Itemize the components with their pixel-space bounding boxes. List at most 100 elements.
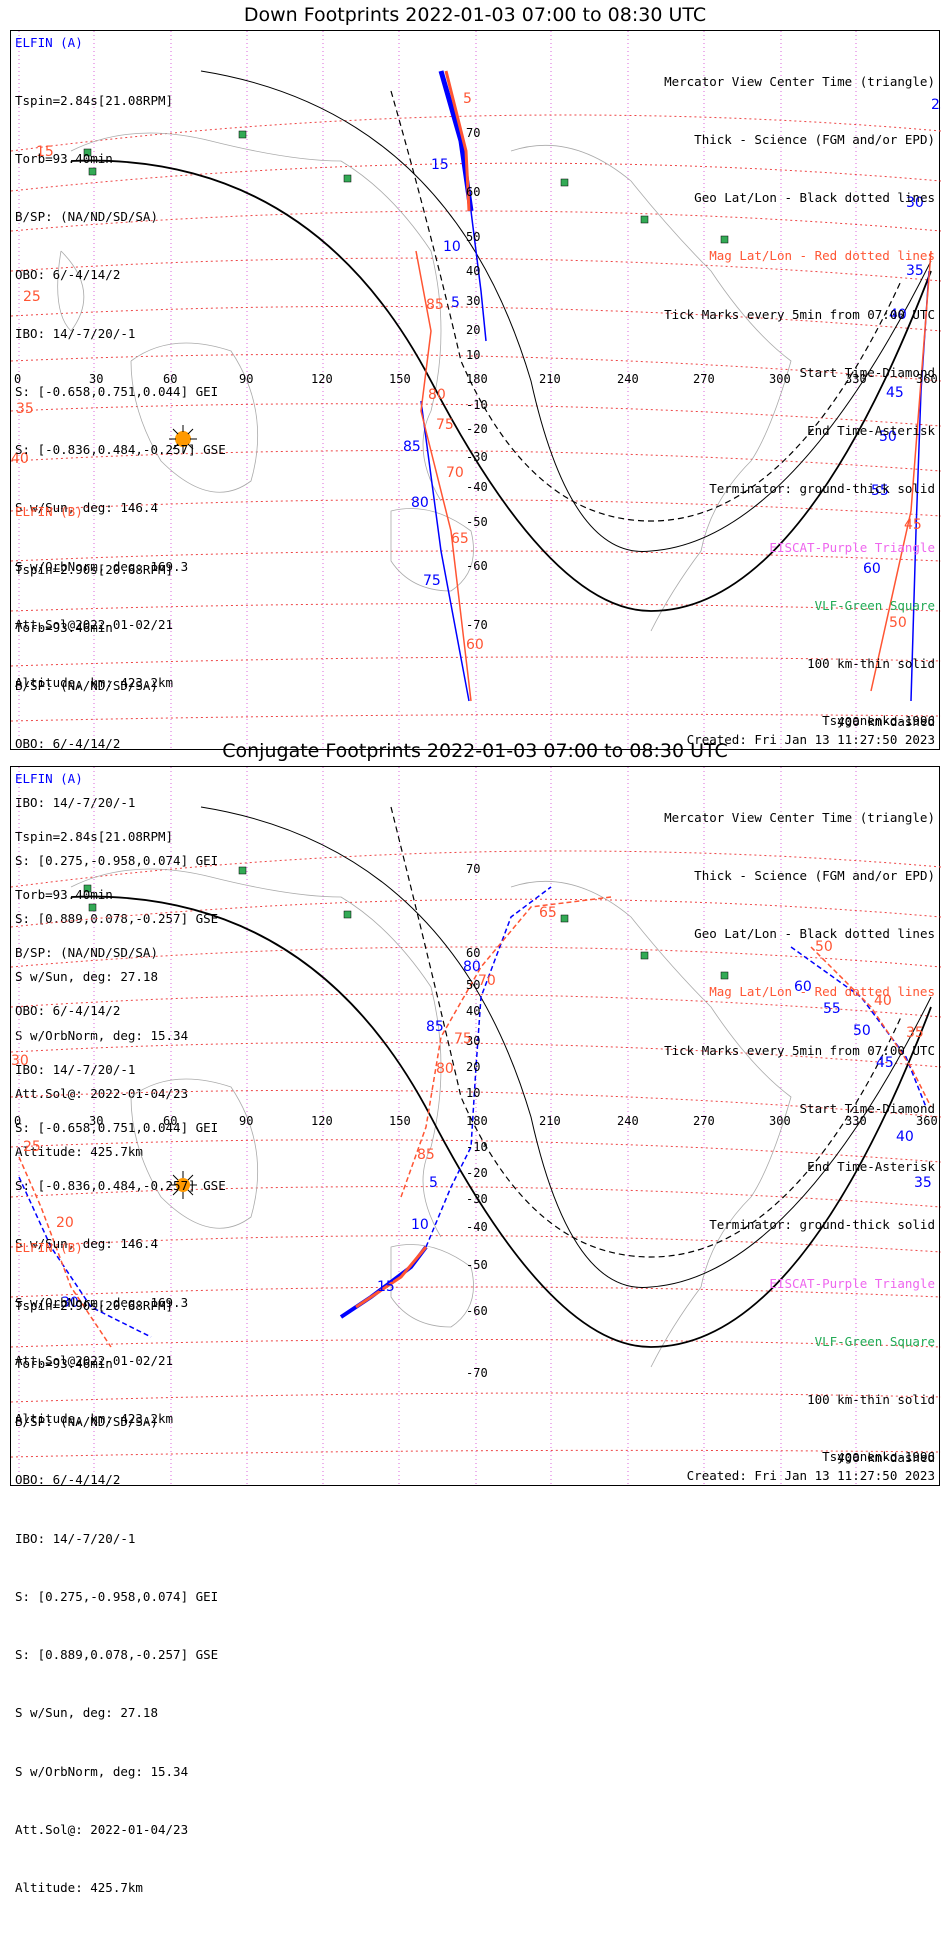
sat-a-name: ELFIN (A)	[15, 35, 83, 50]
svg-text:-50: -50	[466, 515, 488, 529]
svg-text:15: 15	[377, 1279, 395, 1295]
svg-text:20: 20	[466, 323, 480, 337]
info-line: Att.Sol@2022-01-02/21	[15, 616, 174, 632]
svg-text:60: 60	[163, 372, 177, 386]
svg-text:80: 80	[411, 495, 429, 511]
info-line: Torb=93.40min	[15, 151, 113, 167]
sat-a-time-labels: 80 85 5 10 15 30 60 55 50 45 40 35	[61, 959, 932, 1311]
sat-a-name: ELFIN (A)	[15, 771, 83, 786]
svg-text:55: 55	[871, 483, 889, 499]
panel-conjugate-frame: 0 30 60 90 120 150 180 210 240 270 300 330 360 70…	[10, 766, 941, 1895]
svg-text:60: 60	[466, 946, 480, 960]
info-line: IBO: 14/-7/20/-1	[15, 1530, 136, 1546]
svg-text:10: 10	[443, 239, 461, 255]
info-line: S: [0.275,-0.958,0.074] GEI	[15, 1588, 219, 1604]
svg-text:45: 45	[886, 385, 904, 401]
svg-text:360: 360	[916, 1114, 938, 1128]
info-line: S w/OrbNorm, deg: 15.34	[15, 1763, 189, 1779]
info-line: Tspin=2.90s[20.68RPM]	[15, 561, 174, 577]
coastlines	[70, 868, 792, 1368]
svg-text:60: 60	[466, 637, 484, 653]
svg-text:0: 0	[14, 1114, 21, 1128]
down-footprints-map: 0 30 60 90 120 150 180 210 240 270 300 330 360 70…	[11, 31, 941, 751]
sat-a-time-labels: 15 10 5 85 80 75 25 30 35 40 45 50 55 60	[403, 97, 941, 589]
panel-conjugate-title: Conjugate Footprints 2022-01-03 07:00 to…	[222, 740, 728, 762]
info-line: S w/OrbNorm, deg: 15.34	[15, 1027, 189, 1043]
legend-item: Mag Lat/Lon - Red dotted lines	[709, 984, 935, 1000]
info-line: OBO: 6/-4/14/2	[15, 736, 121, 752]
svg-text:180: 180	[466, 372, 488, 386]
svg-text:50: 50	[853, 1023, 871, 1039]
legend-item: Mag Lat/Lon - Red dotted lines	[709, 248, 935, 264]
svg-text:5: 5	[429, 1175, 438, 1191]
svg-text:90: 90	[239, 1114, 253, 1128]
info-line: IBO: 14/-7/20/-1	[15, 1061, 136, 1077]
legend-item: End Time-Asterisk	[807, 1159, 935, 1175]
svg-text:180: 180	[466, 1114, 488, 1128]
legend-item: EISCAT-Purple Triangle	[769, 539, 935, 555]
svg-text:-30: -30	[466, 450, 488, 464]
svg-text:-60: -60	[466, 559, 488, 573]
lon-tick-labels: 0 30 60 90 120 150 180 210 240 270 300 330 360	[14, 372, 938, 386]
svg-text:60: 60	[466, 185, 480, 199]
svg-text:15: 15	[36, 144, 54, 160]
legend: Mercator View Center Time (triangle) Thi…	[664, 33, 935, 770]
svg-text:30: 30	[61, 1295, 79, 1311]
svg-text:240: 240	[617, 372, 639, 386]
svg-text:20: 20	[466, 1060, 480, 1074]
info-line: Altitude: 425.7km	[15, 1144, 143, 1159]
svg-text:210: 210	[539, 372, 561, 386]
legend-item: VLF-Green Square	[814, 597, 935, 613]
svg-text:25: 25	[23, 1139, 41, 1155]
legend-item: Start Time-Diamond	[799, 364, 935, 380]
info-line: S: [-0.836,0.484,-0.257] GSE	[15, 442, 226, 458]
svg-text:75: 75	[454, 1031, 472, 1047]
info-line: OBO: 6/-4/14/2	[15, 1003, 121, 1019]
geo-grid	[18, 31, 857, 751]
svg-text:5: 5	[451, 295, 460, 311]
legend-item: VLF-Green Square	[814, 1333, 935, 1349]
legend-item: Thick - Science (FGM and/or EPD)	[694, 132, 935, 148]
lat-tick-labels: 70 60 50 40 30 20 10 -10 -20 -30 -40 -50 -60 -70	[466, 862, 488, 1380]
svg-text:30: 30	[89, 1114, 103, 1128]
legend-item: Mercator View Center Time (triangle)	[664, 809, 935, 825]
svg-text:85: 85	[426, 297, 444, 313]
svg-text:120: 120	[311, 1114, 333, 1128]
svg-text:35: 35	[914, 1175, 932, 1191]
svg-text:150: 150	[389, 1114, 411, 1128]
info-line: B/SP: (NA/ND/SD/SA)	[15, 945, 158, 961]
svg-text:-50: -50	[466, 1258, 488, 1272]
svg-text:60: 60	[863, 561, 881, 577]
info-line: S w/Sun, deg: 27.18	[15, 1705, 158, 1721]
svg-text:65: 65	[539, 905, 557, 921]
legend-item: 400 km-dashed	[837, 1450, 935, 1466]
svg-text:50: 50	[466, 978, 480, 992]
info-line: Torb=93.40min	[15, 887, 113, 903]
mag-grid	[11, 850, 941, 1458]
vlf-markers	[83, 866, 729, 980]
legend-item: Tick Marks every 5min from 07:00 UTC	[664, 1042, 935, 1058]
sun-icon	[169, 425, 197, 453]
svg-text:-30: -30	[466, 1192, 488, 1206]
info-line: S: [0.889,0.078,-0.257] GSE	[15, 1647, 219, 1663]
svg-text:85: 85	[417, 1147, 435, 1163]
svg-text:-40: -40	[466, 1220, 488, 1234]
sat-b-track	[18, 896, 932, 1348]
svg-text:35: 35	[906, 263, 924, 279]
svg-text:330: 330	[845, 1114, 867, 1128]
svg-text:40: 40	[896, 1129, 914, 1145]
lat-tick-labels: 70 60 50 40 30 20 10 -10 -20 -30 -40 -50 -60 -70	[466, 126, 488, 632]
info-line: S: [0.889,0.078,-0.257] GSE	[15, 911, 219, 927]
info-line: OBO: 6/-4/14/2	[15, 267, 121, 283]
svg-text:40: 40	[11, 451, 29, 467]
svg-text:75: 75	[436, 417, 454, 433]
svg-text:55: 55	[823, 1001, 841, 1017]
svg-text:240: 240	[617, 1114, 639, 1128]
svg-text:300: 300	[769, 1114, 791, 1128]
svg-text:-10: -10	[466, 398, 488, 412]
svg-text:40: 40	[889, 307, 907, 323]
svg-text:60: 60	[794, 979, 812, 995]
svg-text:50: 50	[815, 939, 833, 955]
info-line: IBO: 14/-7/20/-1	[15, 325, 136, 341]
